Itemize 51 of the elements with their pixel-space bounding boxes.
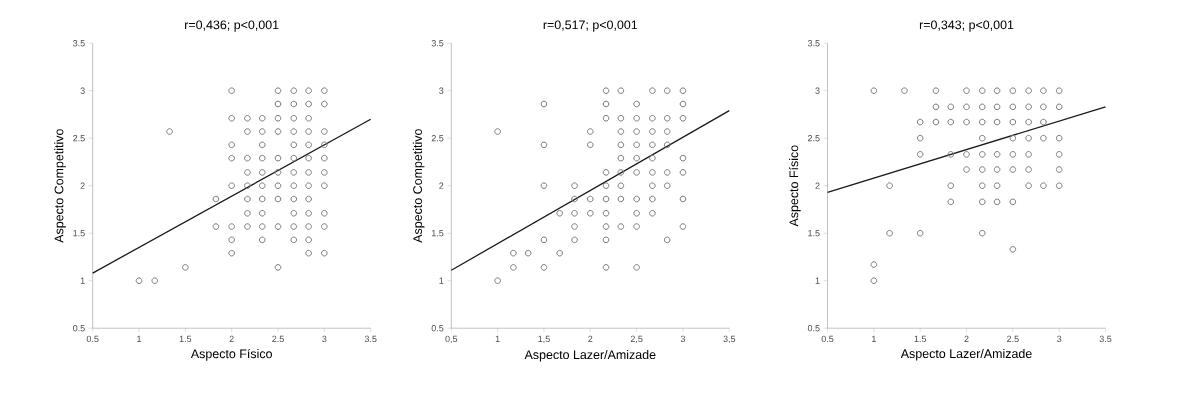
x-tick-label: 1.5 bbox=[914, 335, 927, 342]
x-tick-label: 2 bbox=[588, 335, 593, 342]
x-axis-title: Aspecto Lazer/Amizade bbox=[524, 349, 656, 362]
x-tick-label: 1 bbox=[137, 335, 142, 342]
chart-title: r=0,343; p<0,001 bbox=[919, 20, 1014, 32]
x-tick-label: 3.5 bbox=[1099, 335, 1112, 343]
y-tick-label: 0.5 bbox=[73, 325, 85, 332]
chart-title: r=0,436; p<0,001 bbox=[185, 20, 279, 32]
x-tick-label: 3 bbox=[1057, 335, 1062, 343]
x-tick-label: 1,5 bbox=[538, 335, 550, 344]
chart-title: r=0,517; p<0,001 bbox=[543, 20, 638, 32]
y-tick-label: 2.5 bbox=[73, 135, 85, 142]
x-axis-title: Aspecto Lazer/Amizade bbox=[900, 348, 1032, 361]
x-tick-label: 1.5 bbox=[179, 335, 192, 342]
y-tick-label: 1 bbox=[80, 277, 85, 284]
y-tick-label: 1 bbox=[439, 277, 444, 284]
y-tick-label: 3.5 bbox=[431, 40, 444, 47]
y-tick-label: 0.5 bbox=[431, 325, 444, 332]
y-tick-label: 3.5 bbox=[807, 40, 820, 47]
x-tick-label: 0.5 bbox=[86, 335, 99, 343]
x-tick-label: 2.5 bbox=[1007, 335, 1019, 343]
y-axis-title: Aspecto Competitivo bbox=[54, 129, 66, 243]
x-tick-label: 3.5 bbox=[364, 335, 377, 343]
y-tick-label: 2 bbox=[439, 182, 444, 189]
x-tick-label: 2 bbox=[964, 335, 969, 342]
y-tick-label: 1 bbox=[815, 277, 820, 284]
y-tick-label: 3 bbox=[815, 87, 820, 94]
x-tick-label: 0,5 bbox=[445, 335, 458, 344]
x-tick-label: 2 bbox=[229, 335, 234, 342]
x-tick-label: 1 bbox=[872, 335, 876, 342]
x-tick-label: 2,5 bbox=[630, 335, 643, 344]
x-tick-label: 1 bbox=[495, 335, 500, 342]
y-axis-title: Aspecto Físico bbox=[788, 145, 801, 227]
x-tick-label: 2.5 bbox=[272, 335, 284, 343]
y-tick-label: 1.5 bbox=[808, 230, 820, 237]
y-tick-label: 3 bbox=[80, 87, 85, 94]
y-tick-label: 2 bbox=[815, 182, 820, 189]
x-tick-label: 3 bbox=[680, 335, 686, 343]
y-tick-label: 0.5 bbox=[807, 325, 820, 332]
y-axis-title: Aspecto Competitivo bbox=[412, 129, 425, 243]
y-tick-label: 2 bbox=[80, 182, 85, 189]
x-tick-label: 3 bbox=[322, 335, 327, 343]
y-tick-label: 3.5 bbox=[73, 40, 85, 47]
x-axis-title: Aspecto Físico bbox=[190, 348, 272, 361]
y-tick-label: 2.5 bbox=[807, 135, 820, 142]
x-tick-label: 3,5 bbox=[723, 335, 736, 344]
y-tick-label: 1.5 bbox=[431, 230, 444, 237]
y-tick-label: 3 bbox=[439, 87, 444, 94]
y-tick-label: 2.5 bbox=[431, 135, 444, 142]
y-tick-label: 1.5 bbox=[73, 230, 85, 237]
x-tick-label: 0.5 bbox=[821, 335, 834, 343]
